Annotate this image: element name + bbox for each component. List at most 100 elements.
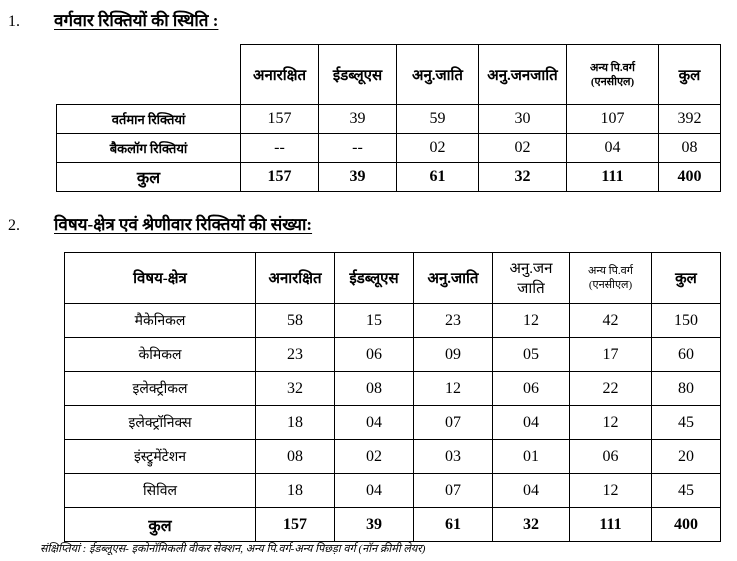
table-row: सिविल 18 04 07 04 12 45 xyxy=(64,473,721,508)
header-obc-line2: (एनसीएल) xyxy=(590,75,635,88)
row-label: बैकलॉग रिक्तियां xyxy=(56,133,241,163)
cell: 08 xyxy=(334,371,414,406)
cell: 05 xyxy=(492,337,570,372)
cell: 06 xyxy=(492,371,570,406)
cell: 39 xyxy=(318,104,397,134)
cell: 09 xyxy=(413,337,493,372)
cell: 60 xyxy=(651,337,721,372)
total-cell: 400 xyxy=(651,507,721,542)
table-row: बैकलॉग रिक्तियां -- -- 02 02 04 08 xyxy=(56,133,721,163)
cell: 06 xyxy=(334,337,414,372)
total-cell: 400 xyxy=(658,162,721,192)
cell: 392 xyxy=(658,104,721,134)
total-cell: 32 xyxy=(492,507,570,542)
header-unreserved: अनारक्षित xyxy=(255,252,335,304)
cell: 02 xyxy=(334,439,414,474)
cell: 150 xyxy=(651,303,721,338)
header-st: अनु.जनजाति xyxy=(478,44,567,105)
cell: 42 xyxy=(569,303,652,338)
row-label: इलेक्ट्रॉनिक्स xyxy=(64,405,256,440)
cell: 30 xyxy=(478,104,567,134)
cell: 12 xyxy=(569,473,652,508)
cell: 107 xyxy=(566,104,659,134)
total-label: कुल xyxy=(64,507,256,542)
blank-header-cell xyxy=(56,44,241,105)
cell: 12 xyxy=(413,371,493,406)
cell: 03 xyxy=(413,439,493,474)
header-obc: अन्य पि.वर्ग (एनसीएल) xyxy=(566,44,659,105)
cell: 18 xyxy=(255,473,335,508)
table-row: वर्तमान रिक्तियां 157 39 59 30 107 392 xyxy=(56,104,721,134)
cell: 08 xyxy=(255,439,335,474)
cell: 45 xyxy=(651,405,721,440)
cell: -- xyxy=(240,133,319,163)
total-cell: 157 xyxy=(255,507,335,542)
total-cell: 111 xyxy=(569,507,652,542)
header-total: कुल xyxy=(651,252,721,304)
subject-vacancy-table: विषय-क्षेत्र अनारक्षित ईडब्लूएस अनु.जाति… xyxy=(64,252,721,542)
header-subject: विषय-क्षेत्र xyxy=(64,252,256,304)
cell: 08 xyxy=(658,133,721,163)
header-obc-line1: अन्य पि.वर्ग xyxy=(590,61,635,74)
header-st-line1: अनु.जन xyxy=(509,261,553,277)
cell: 12 xyxy=(569,405,652,440)
header-sc: अनु.जाति xyxy=(413,252,493,304)
section-title: वर्गवार रिक्तियों की स्थिति : xyxy=(54,11,219,30)
cell: 04 xyxy=(334,405,414,440)
cell: 17 xyxy=(569,337,652,372)
header-obc-line2: (एनसीएल) xyxy=(588,279,633,291)
total-cell: 111 xyxy=(566,162,659,192)
cell: 02 xyxy=(396,133,479,163)
total-cell: 61 xyxy=(396,162,479,192)
cell: 01 xyxy=(492,439,570,474)
row-label: इंस्ट्रुमेंटेशन xyxy=(64,439,256,474)
total-row: कुल 157 39 61 32 111 400 xyxy=(64,507,721,542)
cell: 15 xyxy=(334,303,414,338)
section-number: 1. xyxy=(8,13,20,30)
header-sc: अनु.जाति xyxy=(396,44,479,105)
total-cell: 39 xyxy=(334,507,414,542)
cell: 45 xyxy=(651,473,721,508)
cell: 32 xyxy=(255,371,335,406)
cell: 80 xyxy=(651,371,721,406)
row-label: वर्तमान रिक्तियां xyxy=(56,104,241,134)
table-row: इलेक्ट्रीकल 32 08 12 06 22 80 xyxy=(64,371,721,406)
table-row: केमिकल 23 06 09 05 17 60 xyxy=(64,337,721,372)
cell: 157 xyxy=(240,104,319,134)
section-1-heading: 1. वर्गवार रिक्तियों की स्थिति : xyxy=(8,8,218,31)
table-row: इंस्ट्रुमेंटेशन 08 02 03 01 06 20 xyxy=(64,439,721,474)
cell: 04 xyxy=(492,405,570,440)
total-cell: 157 xyxy=(240,162,319,192)
footnote: संक्षिप्तियां : ईडब्लूएस- इकोनॉमिकली वीक… xyxy=(40,543,426,555)
section-title: विषय-क्षेत्र एवं श्रेणीवार रिक्तियों की … xyxy=(54,215,313,234)
row-label: केमिकल xyxy=(64,337,256,372)
cell: 02 xyxy=(478,133,567,163)
category-vacancy-table: अनारक्षित ईडब्लूएस अनु.जाति अनु.जनजाति अ… xyxy=(56,44,721,192)
row-label: इलेक्ट्रीकल xyxy=(64,371,256,406)
cell: 18 xyxy=(255,405,335,440)
cell: 04 xyxy=(566,133,659,163)
cell: 06 xyxy=(569,439,652,474)
cell: 23 xyxy=(255,337,335,372)
cell: 59 xyxy=(396,104,479,134)
table-row: इलेक्ट्रॉनिक्स 18 04 07 04 12 45 xyxy=(64,405,721,440)
header-st-line2: जाति xyxy=(517,281,545,297)
cell: 04 xyxy=(492,473,570,508)
cell: -- xyxy=(318,133,397,163)
table-row: मैकेनिकल 58 15 23 12 42 150 xyxy=(64,303,721,338)
cell: 04 xyxy=(334,473,414,508)
cell: 58 xyxy=(255,303,335,338)
cell: 22 xyxy=(569,371,652,406)
cell: 07 xyxy=(413,405,493,440)
row-label: सिविल xyxy=(64,473,256,508)
total-row: कुल 157 39 61 32 111 400 xyxy=(56,162,721,192)
header-total: कुल xyxy=(658,44,721,105)
total-cell: 39 xyxy=(318,162,397,192)
total-cell: 61 xyxy=(413,507,493,542)
row-label: मैकेनिकल xyxy=(64,303,256,338)
cell: 20 xyxy=(651,439,721,474)
total-cell: 32 xyxy=(478,162,567,192)
cell: 23 xyxy=(413,303,493,338)
header-ews: ईडब्लूएस xyxy=(334,252,414,304)
total-label: कुल xyxy=(56,162,241,192)
